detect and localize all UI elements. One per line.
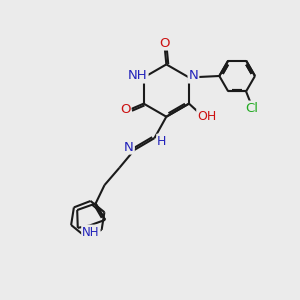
Text: NH: NH: [128, 70, 148, 83]
Text: OH: OH: [197, 110, 217, 123]
Text: O: O: [120, 103, 130, 116]
Text: NH: NH: [82, 226, 100, 238]
Text: Cl: Cl: [245, 102, 258, 115]
Text: O: O: [159, 37, 169, 50]
Text: N: N: [189, 70, 198, 83]
Text: H: H: [157, 135, 167, 148]
Text: N: N: [124, 140, 134, 154]
